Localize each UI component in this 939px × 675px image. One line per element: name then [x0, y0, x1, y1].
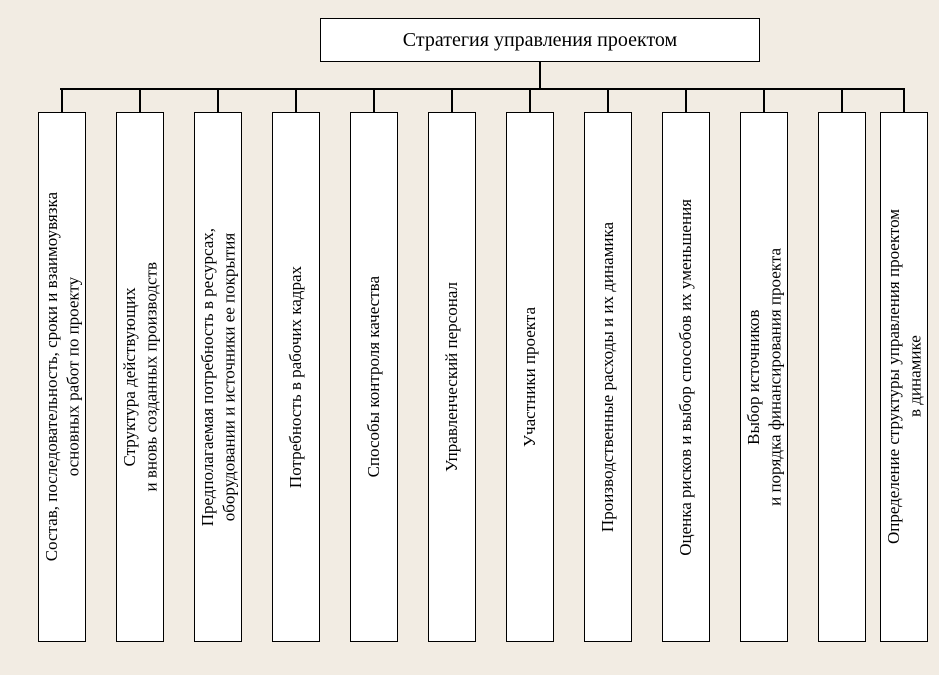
child-node-label: Участники проекта [519, 299, 540, 455]
child-node-label: Выбор источников и порядка финансировани… [743, 240, 786, 514]
connector [61, 88, 63, 112]
child-node-label: Производственные расходы и их динамика [597, 214, 618, 540]
child-node: Структура действующих и вновь созданных … [116, 112, 164, 642]
connector [60, 88, 904, 90]
connector [841, 88, 843, 112]
child-node: Выбор источников и порядка финансировани… [740, 112, 788, 642]
child-node-label: Предполагаемая потребность в ресурсах, о… [197, 220, 240, 534]
connector [903, 88, 905, 112]
connector [295, 88, 297, 112]
root-node: Стратегия управления проектом [320, 18, 760, 62]
child-node: Определение структуры управления проекто… [880, 112, 928, 642]
child-node: Потребность в рабочих кадрах [272, 112, 320, 642]
child-node [818, 112, 866, 642]
connector [763, 88, 765, 112]
child-node-label: Состав, последовательность, сроки и взаи… [41, 184, 84, 569]
diagram-canvas: Стратегия управления проектом Состав, по… [0, 0, 939, 675]
connector [529, 88, 531, 112]
child-node: Состав, последовательность, сроки и взаи… [38, 112, 86, 642]
connector [451, 88, 453, 112]
child-node: Способы контроля качества [350, 112, 398, 642]
child-node: Управленческий персонал [428, 112, 476, 642]
connector [539, 62, 541, 90]
child-node: Производственные расходы и их динамика [584, 112, 632, 642]
child-node: Предполагаемая потребность в ресурсах, о… [194, 112, 242, 642]
connector [607, 88, 609, 112]
child-node-label: Управленческий персонал [441, 274, 462, 480]
child-node-label: Структура действующих и вновь созданных … [119, 254, 162, 500]
child-node-label: Определение структуры управления проекто… [883, 201, 926, 552]
child-node: Участники проекта [506, 112, 554, 642]
connector [139, 88, 141, 112]
connector [373, 88, 375, 112]
connector [217, 88, 219, 112]
child-node-label: Способы контроля качества [363, 268, 384, 485]
connector [685, 88, 687, 112]
root-node-label: Стратегия управления проектом [403, 29, 677, 52]
child-node-label: Потребность в рабочих кадрах [285, 258, 306, 496]
child-node: Оценка рисков и выбор способов их уменьш… [662, 112, 710, 642]
child-node-label: Оценка рисков и выбор способов их уменьш… [675, 191, 696, 564]
